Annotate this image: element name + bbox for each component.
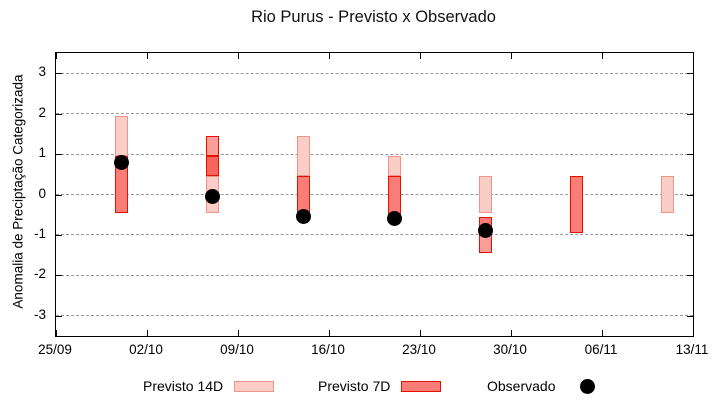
legend-item-previsto-14d: Previsto 14D	[143, 374, 275, 398]
x-tick-mark	[329, 330, 330, 336]
gridline	[56, 153, 693, 155]
x-tick-label: 23/10	[402, 342, 436, 357]
previsto-7d-swatch-icon	[401, 380, 442, 392]
forecast-bar-segment-7d	[569, 176, 583, 233]
y-tick-mark	[56, 194, 62, 196]
x-tick-label: 30/10	[493, 342, 527, 357]
x-tick-mark	[602, 330, 603, 336]
y-tick-mark	[56, 234, 62, 236]
gridline	[56, 234, 693, 236]
observado-dot-icon	[580, 378, 596, 394]
y-tick-label: -2	[33, 266, 46, 282]
x-tick-mark	[56, 330, 57, 336]
y-tick-label: 1	[38, 145, 46, 161]
x-tick-mark	[420, 330, 421, 336]
legend-item-previsto-7d: Previsto 7D	[318, 374, 442, 398]
forecast-bar-segment-14d	[296, 135, 310, 177]
y-tick-label: -1	[33, 225, 46, 241]
chart-title: Rio Purus - Previsto x Observado	[251, 8, 496, 26]
y-tick-mark	[56, 73, 62, 75]
y-tick-label: 0	[38, 185, 46, 201]
y-tick-mark	[687, 113, 693, 115]
y-tick-mark	[687, 234, 693, 236]
y-tick-mark	[687, 73, 693, 75]
y-tick-mark	[56, 275, 62, 277]
forecast-bar-segment-14d	[114, 115, 128, 157]
y-tick-mark	[687, 154, 693, 156]
legend-label-previsto-7d: Previsto 7D	[318, 378, 391, 394]
observed-dot	[204, 189, 220, 205]
x-tick-label: 25/09	[38, 342, 72, 357]
forecast-bar-segment-7d	[205, 156, 219, 177]
forecast-bar-segment-7d	[387, 176, 401, 215]
observed-dot	[295, 209, 311, 225]
y-tick-mark	[56, 113, 62, 115]
legend-label-previsto-14d: Previsto 14D	[143, 378, 224, 394]
gridline	[56, 315, 693, 317]
x-tick-mark	[511, 330, 512, 336]
forecast-bar-segment-14d	[478, 176, 492, 213]
x-tick-mark	[329, 53, 330, 59]
gridline	[56, 72, 693, 74]
x-tick-mark	[147, 53, 148, 59]
x-tick-mark	[238, 53, 239, 59]
x-tick-label: 02/10	[129, 342, 163, 357]
forecast-bar-segment-14d	[660, 176, 674, 213]
forecast-bar-segment-7d	[205, 135, 219, 157]
previsto-14d-swatch-icon	[234, 380, 275, 392]
observed-dot	[113, 154, 129, 170]
gridline	[56, 194, 693, 195]
y-tick-label: 3	[38, 64, 46, 80]
y-tick-mark	[687, 315, 693, 317]
observed-dot	[477, 223, 493, 239]
gridline	[56, 274, 693, 276]
forecast-bar-segment-14d	[387, 156, 401, 177]
y-tick-label: 2	[38, 104, 46, 120]
x-tick-mark	[147, 330, 148, 336]
x-tick-mark	[238, 330, 239, 336]
y-tick-mark	[687, 194, 693, 196]
plot-area	[55, 52, 694, 337]
forecast-bar-segment-7d	[296, 176, 310, 213]
x-tick-mark	[602, 53, 603, 59]
y-tick-label: -3	[33, 306, 46, 322]
x-tick-mark	[56, 53, 57, 59]
x-tick-mark	[693, 330, 694, 336]
x-tick-label: 13/11	[675, 342, 709, 357]
y-tick-mark	[56, 154, 62, 156]
legend-item-observado: Observado	[487, 374, 596, 398]
x-tick-mark	[511, 53, 512, 59]
x-tick-mark	[693, 53, 694, 59]
x-tick-label: 09/10	[220, 342, 254, 357]
y-tick-mark	[56, 315, 62, 317]
x-tick-label: 16/10	[311, 342, 345, 357]
gridline	[56, 113, 693, 115]
x-tick-mark	[420, 53, 421, 59]
legend-label-observado: Observado	[487, 378, 556, 394]
observed-dot	[386, 211, 402, 227]
y-tick-mark	[687, 275, 693, 277]
x-tick-label: 06/11	[584, 342, 618, 357]
